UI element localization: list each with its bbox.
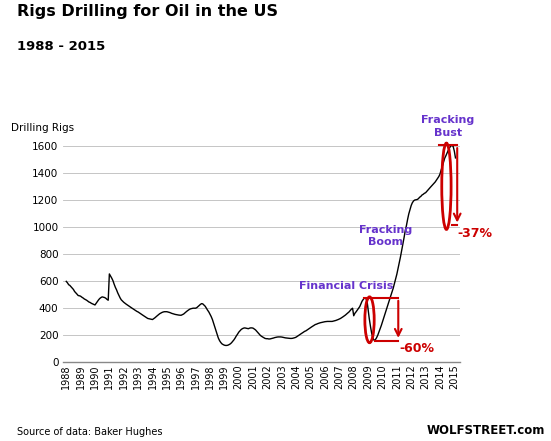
Text: Source of data: Baker Hughes: Source of data: Baker Hughes	[17, 426, 162, 437]
Text: WOLFSTREET.com: WOLFSTREET.com	[427, 424, 545, 437]
Text: Financial Crisis: Financial Crisis	[299, 281, 394, 292]
Text: Rigs Drilling for Oil in the US: Rigs Drilling for Oil in the US	[17, 4, 278, 19]
Text: Fracking
Bust: Fracking Bust	[422, 115, 474, 138]
Text: -60%: -60%	[399, 342, 434, 355]
Text: Fracking
Boom: Fracking Boom	[359, 224, 412, 247]
Text: -37%: -37%	[458, 228, 493, 240]
Text: 1988 - 2015: 1988 - 2015	[17, 40, 105, 52]
Text: Drilling Rigs: Drilling Rigs	[11, 123, 74, 134]
